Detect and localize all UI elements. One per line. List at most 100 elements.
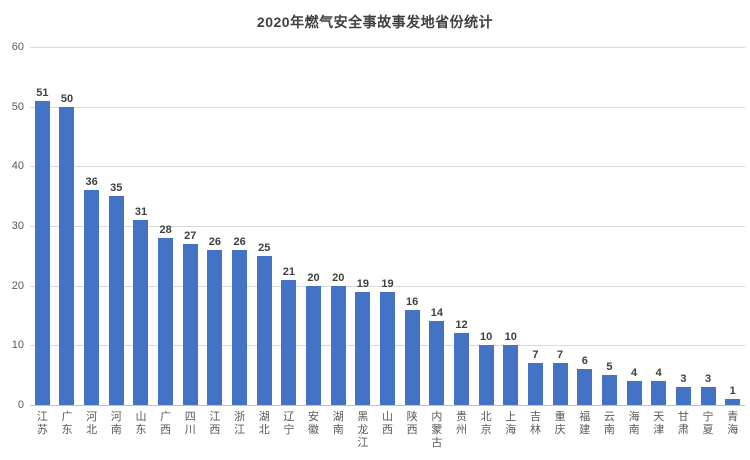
- bar-column: 10: [474, 47, 499, 405]
- x-axis-category-label: 浙江: [234, 411, 246, 436]
- x-axis-category-label: 山东: [135, 411, 147, 436]
- bar-value-label: 50: [60, 92, 74, 105]
- bar-value-label: 21: [282, 265, 296, 278]
- gridline: [30, 226, 745, 227]
- bar-value-label: 3: [680, 373, 687, 386]
- bar-column: 7: [523, 47, 548, 405]
- x-axis-category: 贵州: [449, 411, 474, 450]
- x-axis-category-label: 北京: [480, 411, 492, 436]
- bar-column: 36: [79, 47, 104, 405]
- bar: [700, 387, 716, 405]
- bar-value-label: 14: [430, 307, 443, 320]
- y-axis-tick-label: 60: [11, 41, 24, 53]
- x-axis-category-label: 海南: [628, 411, 640, 436]
- bar-column: 19: [351, 47, 376, 405]
- bar-column: 25: [252, 47, 277, 405]
- y-axis-tick-label: 20: [11, 279, 24, 292]
- x-axis-category: 湖南: [326, 411, 351, 450]
- bar-value-label: 4: [631, 367, 638, 380]
- bar-value-label: 7: [532, 349, 539, 362]
- bar-column: 7: [548, 47, 573, 405]
- y-axis-tick-label: 50: [11, 100, 24, 113]
- bar: [626, 381, 642, 405]
- bar: [453, 333, 469, 405]
- bar: [675, 387, 691, 405]
- bar-column: 3: [696, 47, 721, 405]
- gridline: [30, 285, 745, 287]
- x-axis-category: 吉林: [523, 411, 548, 450]
- x-axis-category: 广东: [55, 411, 80, 450]
- x-axis-category-label: 贵州: [455, 411, 467, 436]
- bar-value-label: 16: [406, 295, 419, 308]
- chart-title: 2020年燃气安全事故事发地省份统计: [256, 14, 494, 30]
- x-axis-category: 湖北: [252, 411, 277, 450]
- x-axis-category-label: 河北: [86, 411, 98, 436]
- bar: [232, 249, 248, 405]
- bar-value-label: 19: [356, 277, 369, 290]
- bar-value-label: 31: [134, 206, 148, 219]
- bar: [380, 291, 396, 405]
- x-axis-category: 江西: [203, 411, 228, 450]
- bar: [503, 345, 519, 405]
- x-axis-category-label: 河南: [110, 411, 122, 436]
- bar: [34, 100, 50, 405]
- bar-column: 14: [425, 47, 450, 405]
- bar-column: 26: [203, 47, 228, 405]
- x-axis-category: 青海: [720, 411, 745, 450]
- x-axis-category-label: 内蒙古: [431, 411, 443, 449]
- bar-value-label: 1: [729, 385, 736, 398]
- x-axis-category-label: 陕西: [406, 411, 418, 436]
- bar-column: 27: [178, 47, 203, 405]
- x-axis-category: 内蒙古: [425, 411, 450, 450]
- x-axis-category: 重庆: [548, 411, 573, 450]
- x-axis-category-label: 重庆: [554, 411, 566, 436]
- bar-value-label: 35: [110, 182, 123, 195]
- x-axis-category-label: 云南: [603, 411, 615, 436]
- bar: [207, 249, 223, 405]
- bar-series: 51 50 36 35 31 28 27 26 26 25 21 20 20 19 19 16 14 12 10 10…: [30, 47, 745, 405]
- gridline: [30, 106, 745, 108]
- bar-column: 28: [153, 47, 178, 405]
- bar: [182, 243, 198, 405]
- x-axis-category: 江苏: [30, 411, 55, 450]
- x-axis-category: 福建: [572, 411, 597, 450]
- x-axis-category: 上海: [498, 411, 523, 450]
- bar-column: 50: [55, 47, 80, 405]
- x-axis-category-label: 江西: [209, 411, 221, 436]
- y-axis-tick-label: 30: [11, 220, 24, 232]
- x-axis-line: [30, 405, 745, 406]
- bar-value-label: 28: [159, 223, 172, 236]
- x-axis-category: 浙江: [227, 411, 252, 450]
- bar-value-label: 26: [233, 235, 246, 248]
- plot-area: 51 50 36 35 31 28 27 26 26 25 21 20 20 19 19 16 14 12 10 10…: [30, 47, 745, 406]
- x-axis-category-label: 甘肃: [677, 411, 689, 436]
- y-axis-tick-label: 0: [17, 399, 24, 411]
- bar-value-label: 10: [504, 331, 517, 344]
- x-axis-category: 天津: [646, 411, 671, 450]
- x-axis-category: 四川: [178, 411, 203, 450]
- bar-value-label: 51: [36, 86, 49, 99]
- x-axis-category: 黑龙江: [351, 411, 376, 450]
- bar-column: 6: [572, 47, 597, 405]
- bar: [725, 399, 741, 405]
- x-axis-category: 北京: [474, 411, 499, 450]
- bar: [552, 363, 568, 405]
- x-axis-category: 海南: [622, 411, 647, 450]
- bar-column: 1: [720, 47, 745, 405]
- bar-column: 10: [498, 47, 523, 405]
- bar-value-label: 5: [606, 361, 613, 374]
- bar: [478, 345, 494, 405]
- x-axis-category-label: 天津: [653, 411, 665, 436]
- bar-column: 26: [227, 47, 252, 405]
- bar-value-label: 10: [480, 331, 493, 344]
- x-axis-category: 安徽: [301, 411, 326, 450]
- bar-value-label: 6: [581, 355, 588, 368]
- bar: [158, 237, 174, 405]
- bar-value-label: 20: [307, 271, 320, 284]
- y-axis-tick-label: 10: [11, 339, 24, 352]
- gridline: [30, 47, 745, 48]
- bar-column: 21: [277, 47, 302, 405]
- x-axis-category: 山东: [129, 411, 154, 450]
- bar-value-label: 20: [332, 271, 345, 284]
- x-axis-category-label: 上海: [505, 411, 517, 436]
